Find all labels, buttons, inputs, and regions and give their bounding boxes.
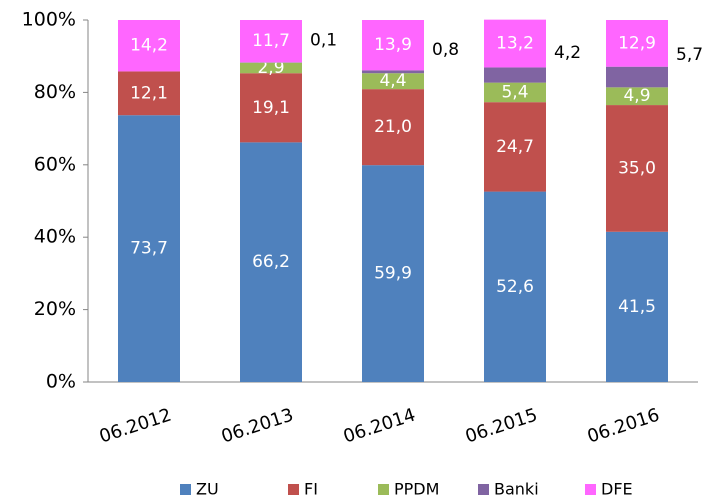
bar-segment bbox=[484, 19, 546, 68]
x-tick-label: 06.2014 bbox=[341, 405, 418, 448]
value-label: 4,2 bbox=[554, 43, 581, 63]
value-label: 12,1 bbox=[130, 83, 168, 103]
value-label: 5,7 bbox=[676, 45, 702, 65]
legend-label: FI bbox=[304, 480, 318, 499]
bar-segment bbox=[118, 71, 180, 116]
legend-label: PPDM bbox=[394, 480, 439, 499]
legend-swatch bbox=[585, 484, 596, 495]
value-label: 11,7 bbox=[252, 31, 290, 51]
value-label: 4,4 bbox=[379, 71, 406, 91]
y-tick-label: 20% bbox=[34, 298, 76, 320]
value-label: 0,1 bbox=[310, 31, 337, 51]
value-label: 13,2 bbox=[496, 34, 534, 54]
bar-segment bbox=[362, 20, 424, 71]
bar-segment bbox=[118, 20, 180, 72]
x-tick-label: 06.2013 bbox=[219, 405, 296, 448]
bar-segment bbox=[362, 70, 424, 74]
y-tick-label: 80% bbox=[34, 81, 76, 103]
legend-swatch bbox=[288, 484, 299, 495]
bar-segment bbox=[240, 142, 302, 382]
value-label: 4,9 bbox=[623, 86, 650, 106]
value-label: 19,1 bbox=[252, 98, 290, 118]
x-tick-label: 06.2016 bbox=[585, 405, 662, 448]
y-tick-label: 0% bbox=[46, 371, 76, 393]
bar-segment bbox=[362, 165, 424, 382]
bar-segment bbox=[362, 89, 424, 166]
bar-segment bbox=[240, 20, 302, 63]
bar-segment bbox=[606, 105, 668, 232]
bar-segment bbox=[240, 73, 302, 143]
legend-swatch bbox=[478, 484, 489, 495]
value-label: 14,2 bbox=[130, 36, 168, 56]
value-label: 2,9 bbox=[257, 58, 284, 78]
value-label: 12,9 bbox=[618, 33, 656, 53]
legend-swatch bbox=[378, 484, 389, 495]
legend-label: ZU bbox=[196, 480, 219, 499]
bar-segment bbox=[606, 231, 668, 382]
value-label: 5,4 bbox=[501, 82, 528, 102]
value-label: 13,9 bbox=[374, 35, 412, 55]
legend-label: DFE bbox=[601, 480, 633, 499]
bar-segment bbox=[484, 67, 546, 83]
value-label: 24,7 bbox=[496, 137, 534, 157]
x-tick-label: 06.2015 bbox=[463, 405, 540, 448]
legend-label: Banki bbox=[494, 480, 539, 499]
value-label: 59,9 bbox=[374, 264, 412, 284]
bar-segment bbox=[606, 66, 668, 88]
y-tick-label: 60% bbox=[34, 153, 76, 175]
legend-swatch bbox=[180, 484, 191, 495]
bar-segment bbox=[484, 82, 546, 103]
value-label: 52,6 bbox=[496, 277, 534, 297]
value-label: 35,0 bbox=[618, 158, 656, 178]
x-tick-label: 06.2012 bbox=[97, 405, 174, 448]
y-tick-label: 40% bbox=[34, 226, 76, 248]
bar-segment bbox=[118, 115, 180, 383]
bar-segment bbox=[362, 73, 424, 90]
bar-segment bbox=[484, 102, 546, 192]
value-label: 41,5 bbox=[618, 297, 656, 317]
value-label: 66,2 bbox=[252, 252, 290, 272]
value-label: 21,0 bbox=[374, 117, 412, 137]
bar-segment bbox=[606, 20, 668, 67]
bar-segment bbox=[240, 62, 302, 74]
value-label: 0,8 bbox=[432, 40, 459, 60]
y-tick-label: 100% bbox=[22, 9, 76, 31]
bar-segment bbox=[484, 191, 546, 382]
value-label: 73,7 bbox=[130, 239, 168, 259]
bar-segment bbox=[606, 87, 668, 106]
